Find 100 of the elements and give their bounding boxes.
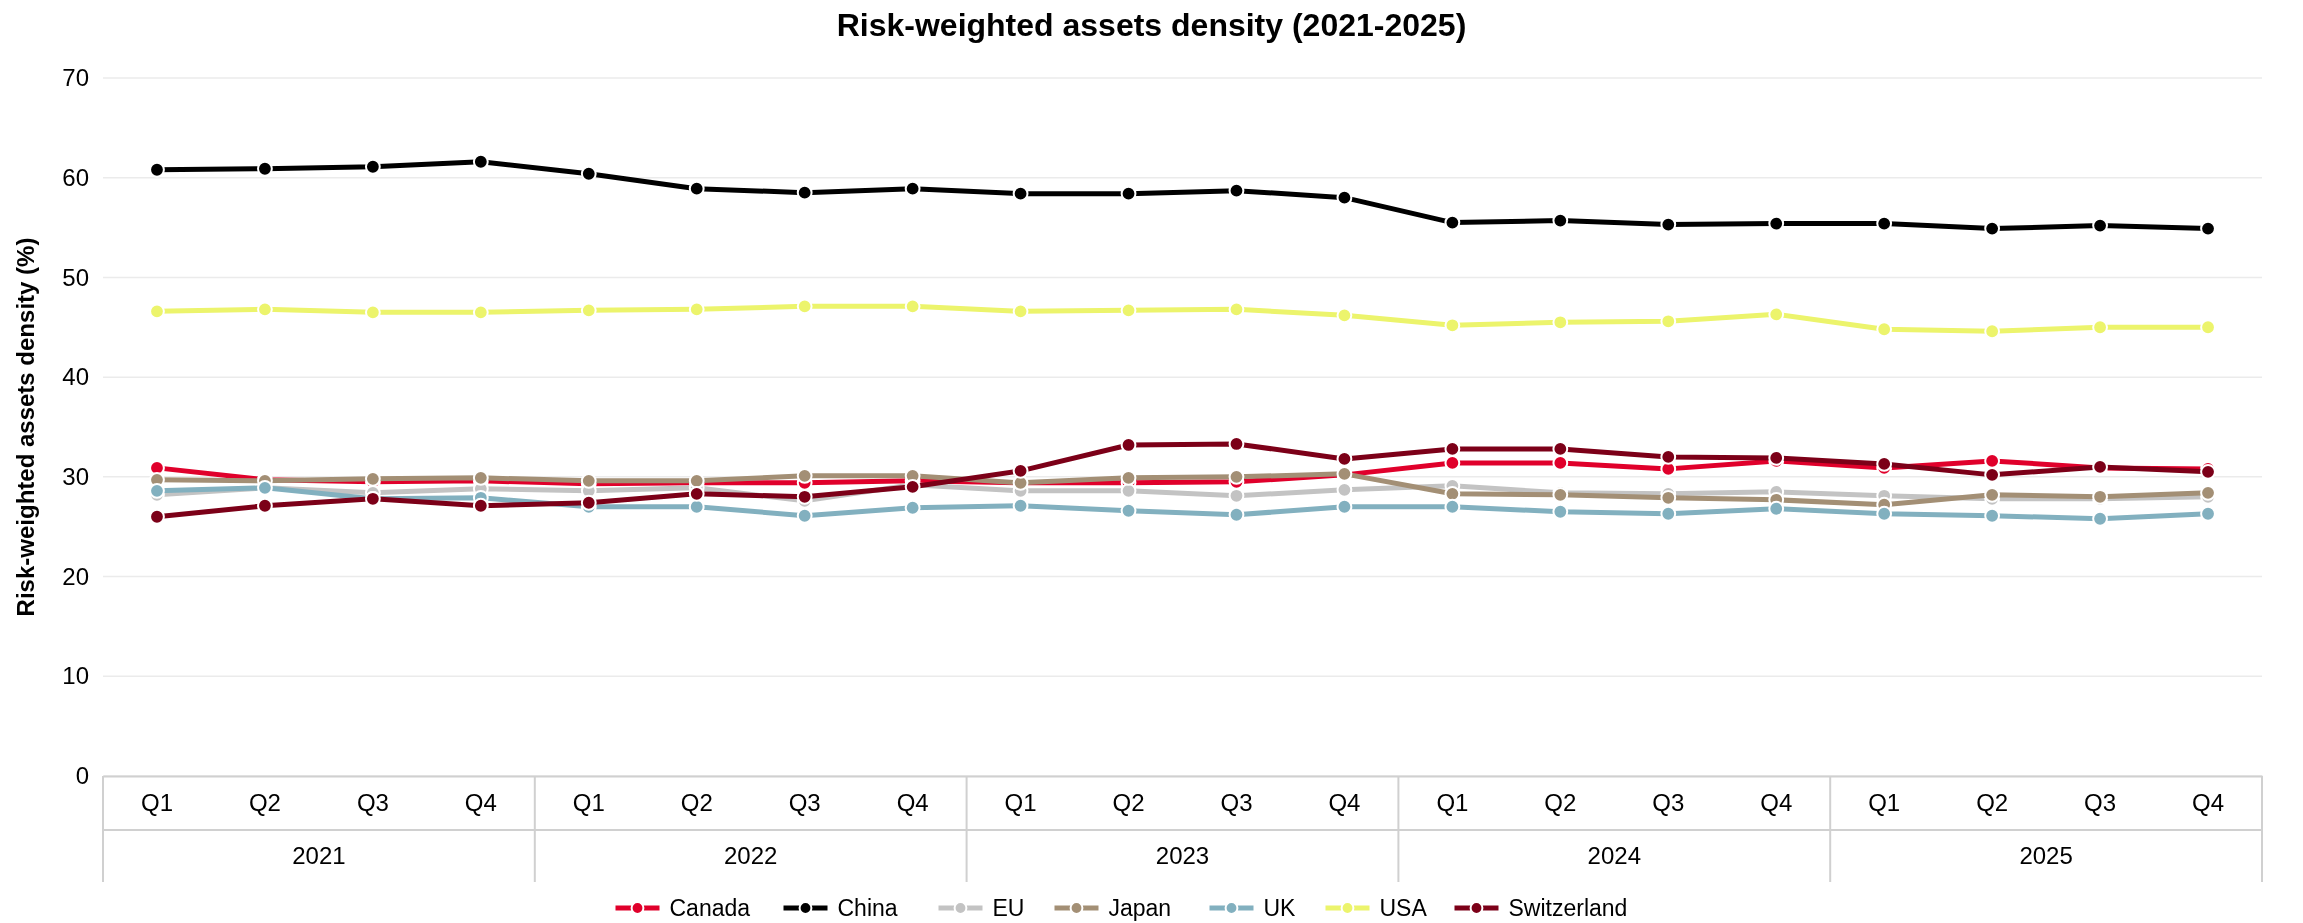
point	[1228, 506, 1245, 523]
point	[1444, 317, 1461, 334]
x-tick-label: Q2	[680, 789, 713, 817]
point	[364, 158, 381, 175]
point	[580, 302, 597, 319]
y-axis-title: Risk-weighted assets density (%)	[12, 237, 39, 617]
y-tick-label: 70	[62, 64, 89, 92]
x-tick-label: Q3	[1220, 789, 1253, 817]
point	[1660, 313, 1677, 330]
point	[1876, 456, 1893, 472]
point	[1120, 482, 1137, 499]
point	[1660, 216, 1677, 233]
point	[688, 485, 705, 502]
point	[472, 153, 489, 170]
point	[2092, 510, 2108, 527]
y-tick-label: 50	[62, 263, 89, 291]
point	[1984, 507, 2001, 524]
point	[257, 301, 273, 318]
text: 2023	[1155, 842, 1210, 869]
point	[149, 508, 165, 525]
x-tick-label: Q4	[1760, 789, 1793, 817]
point	[2092, 217, 2108, 234]
y-tick-label: 30	[62, 463, 89, 491]
point	[1768, 500, 1785, 517]
point	[472, 304, 489, 321]
legend-label: Switzerland	[1508, 895, 1628, 921]
point	[1336, 498, 1353, 515]
x-tick-label: Q4	[1328, 789, 1361, 817]
point	[688, 180, 705, 197]
point	[688, 301, 705, 318]
y-tick-label: 10	[62, 662, 89, 690]
x-tick-label: Q4	[464, 789, 497, 817]
point	[1444, 455, 1461, 471]
x-tick-label: Q1	[1868, 789, 1901, 817]
point	[1228, 436, 1245, 452]
point	[1660, 489, 1677, 506]
point	[149, 482, 165, 499]
text: 2025	[2019, 842, 2073, 869]
y-tick-label: 0	[75, 762, 89, 790]
point	[257, 160, 273, 177]
x-tick-label: Q2	[248, 789, 281, 817]
text: 2024	[1587, 842, 1641, 869]
chart-title: Risk-weighted assets density (2021-2025)	[836, 7, 1467, 43]
point	[1120, 185, 1137, 202]
point	[904, 499, 921, 516]
point	[1660, 449, 1677, 465]
point	[580, 494, 597, 511]
x-tick-label: Q4	[2192, 789, 2225, 817]
text: 2022	[724, 842, 778, 869]
point	[1012, 185, 1029, 202]
point	[1984, 453, 2001, 469]
point	[1876, 215, 1893, 232]
y-tick-label: 40	[62, 363, 89, 391]
point	[796, 507, 813, 524]
point	[1768, 215, 1785, 232]
point	[1984, 323, 2001, 340]
point	[1228, 301, 1245, 318]
point	[796, 298, 813, 315]
point	[364, 304, 381, 321]
point	[904, 298, 921, 315]
x-tick-label: Q1	[140, 789, 173, 817]
point	[1120, 302, 1137, 319]
point	[2200, 319, 2216, 336]
legend-label: UK	[1263, 895, 1297, 921]
point	[2200, 220, 2216, 237]
point	[1876, 505, 1893, 522]
x-tick-label: Q2	[1976, 789, 2009, 817]
point	[1660, 505, 1677, 522]
point	[1228, 182, 1245, 199]
point	[1984, 220, 2001, 237]
text: 2021	[292, 842, 346, 869]
legend-label: China	[837, 895, 898, 921]
point	[472, 497, 489, 514]
point	[1444, 498, 1461, 515]
x-tick-label: Q3	[788, 789, 821, 817]
point	[2092, 319, 2108, 336]
point	[1444, 214, 1461, 231]
point	[1552, 441, 1569, 457]
y-tick-label: 20	[62, 562, 89, 590]
point	[1876, 321, 1893, 338]
x-tick-label: Q2	[1112, 789, 1145, 817]
x-tick-label: Q1	[1436, 789, 1469, 817]
legend-label: Canada	[669, 895, 751, 921]
x-tick-label: Q1	[1004, 789, 1037, 817]
point	[580, 165, 597, 182]
point	[1012, 497, 1029, 514]
point	[149, 161, 165, 178]
y-tick-label: 60	[62, 163, 89, 191]
x-tick-label: Q4	[896, 789, 929, 817]
point	[1552, 212, 1569, 229]
x-tick-label: Q3	[356, 789, 389, 817]
legend-label: Japan	[1108, 895, 1172, 921]
point	[257, 497, 273, 514]
point	[1552, 314, 1569, 331]
point	[1336, 451, 1353, 467]
point	[1336, 307, 1353, 324]
point	[796, 184, 813, 201]
x-tick-label: Q1	[572, 789, 605, 817]
point	[1768, 306, 1785, 323]
point	[1336, 189, 1353, 206]
